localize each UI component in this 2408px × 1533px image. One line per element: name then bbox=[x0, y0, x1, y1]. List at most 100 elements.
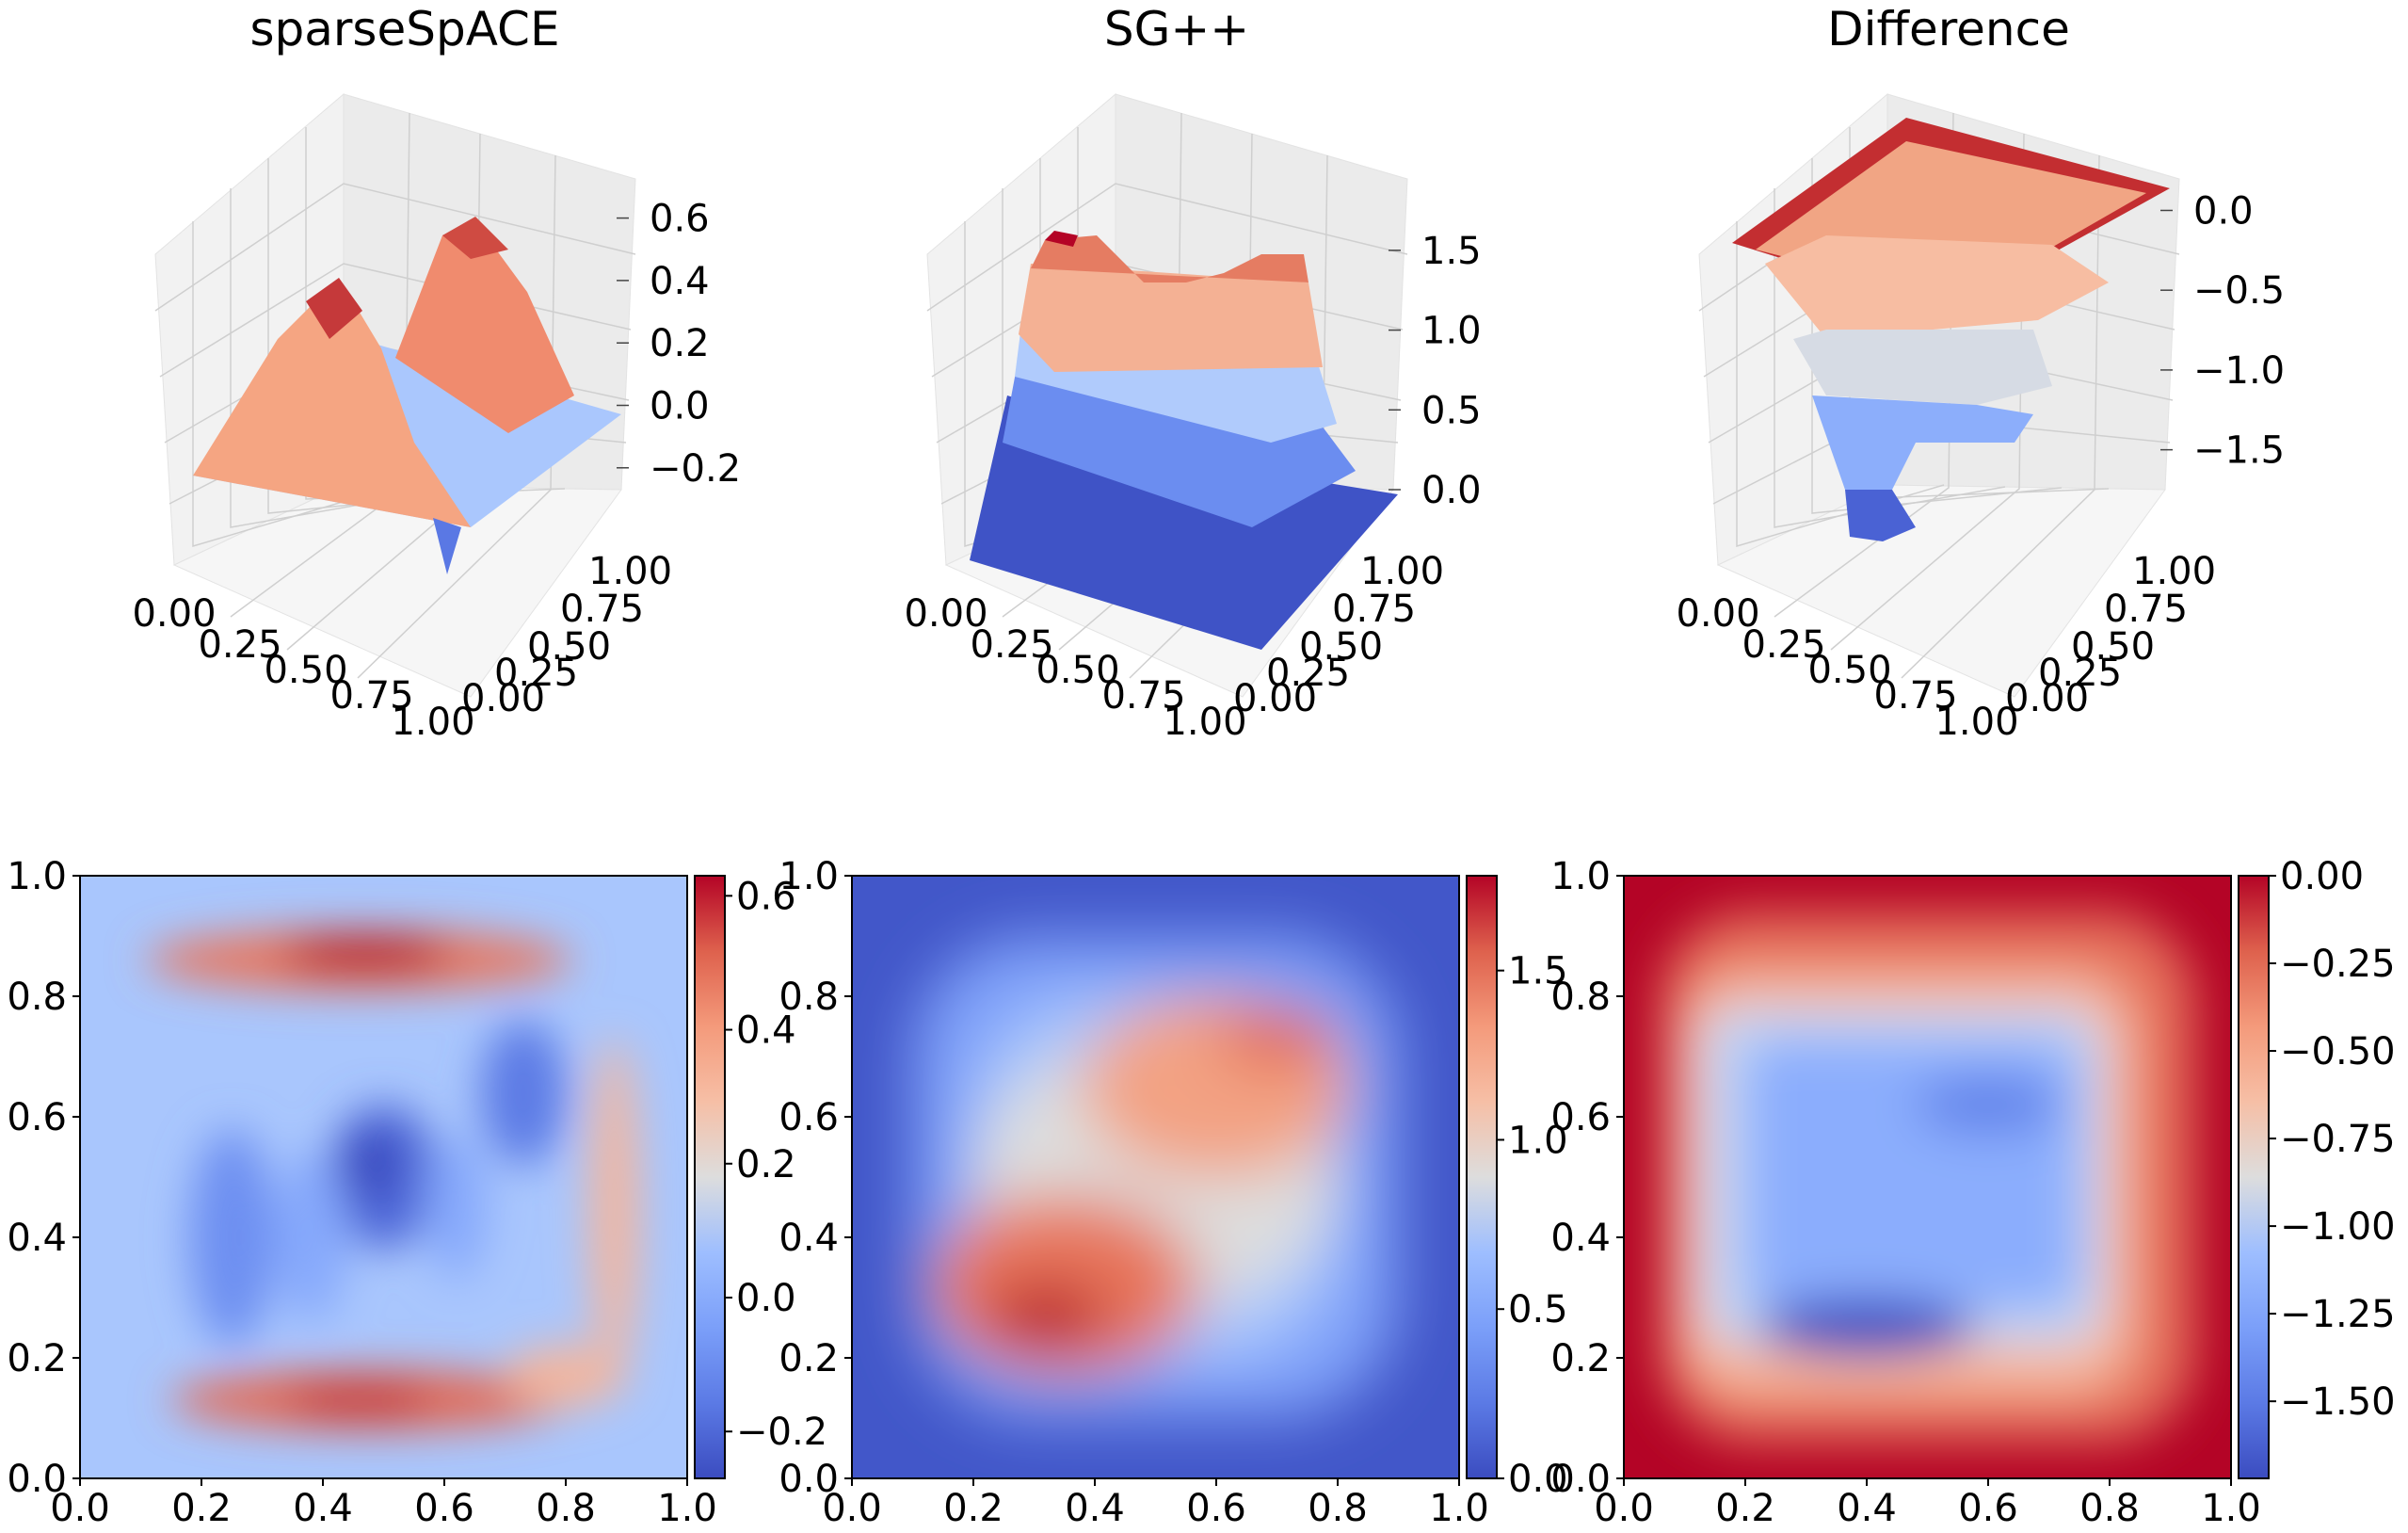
x-tick-label: 0.8 bbox=[2079, 1487, 2140, 1530]
x-tick-label: 0.00 bbox=[904, 592, 987, 636]
y-tick-label: 1.00 bbox=[1360, 550, 1444, 593]
surface-wall-mid bbox=[1793, 330, 2052, 405]
y-tick-label: 0.0 bbox=[1550, 1458, 1611, 1501]
y-tick-label: 1.0 bbox=[7, 855, 67, 898]
x-tick-label: 1.00 bbox=[1934, 701, 2018, 744]
colorbar-tick-label: 0.0 bbox=[1508, 1458, 1568, 1501]
colorbar-tick-label: 1.5 bbox=[1508, 950, 1568, 993]
heatmap-panel-sgpp bbox=[852, 876, 1459, 1478]
y-tick-label: 1.00 bbox=[588, 550, 672, 593]
surface-wall-low bbox=[1812, 395, 2033, 490]
x-tick-label: 0.75 bbox=[1873, 674, 1957, 718]
colorbar-tick-label: 0.4 bbox=[736, 1009, 796, 1053]
x-tick-label: 1.0 bbox=[657, 1487, 717, 1530]
colorbar-tick-label: 1.0 bbox=[1508, 1119, 1568, 1162]
colorbar bbox=[694, 875, 726, 1479]
surface-panel-sgpp: SG++ bbox=[926, 2, 1408, 698]
y-tick-label: 0.4 bbox=[7, 1217, 67, 1260]
y-tick-label: 0.00 bbox=[461, 677, 545, 720]
y-tick-label: 1.00 bbox=[2132, 550, 2216, 593]
heatmap-image bbox=[1624, 876, 2231, 1478]
surface bbox=[1732, 118, 2170, 541]
colorbar-tick-label: −0.2 bbox=[736, 1411, 827, 1454]
y-tick-label: 0.8 bbox=[779, 976, 839, 1019]
y-tick-label: 0.75 bbox=[2104, 588, 2188, 631]
surface-peak-right bbox=[395, 221, 574, 433]
surface bbox=[193, 217, 621, 574]
y-tick-label: 0.25 bbox=[2038, 652, 2122, 695]
x-tick-label: 0.50 bbox=[1807, 649, 1891, 692]
y-tick-label: 0.50 bbox=[527, 625, 611, 669]
y-tick-label: 0.6 bbox=[7, 1096, 67, 1139]
y-tick-label: 0.2 bbox=[779, 1337, 839, 1380]
y-tick-label: 0.00 bbox=[2005, 677, 2089, 720]
surface-panel-sparsespace: sparseSpACE bbox=[154, 2, 636, 698]
x-tick-label: 0.50 bbox=[264, 649, 347, 692]
heatmap-panel-sparsespace bbox=[80, 876, 687, 1478]
surface-peak-left-top bbox=[306, 278, 362, 339]
x-tick-label: 1.00 bbox=[1163, 701, 1246, 744]
colorbar-tick-label: −0.75 bbox=[2280, 1118, 2396, 1161]
x-tick-label: 0.4 bbox=[1065, 1487, 1125, 1530]
z-tick-label: −1.5 bbox=[2193, 429, 2285, 473]
surface-peak-left bbox=[193, 278, 471, 527]
surface bbox=[970, 231, 1398, 650]
colorbar-tick-label: −0.50 bbox=[2280, 1030, 2396, 1073]
z-tick-label: −0.2 bbox=[650, 447, 741, 491]
x-tick-label: 0.0 bbox=[50, 1487, 110, 1530]
surface-trough bbox=[1845, 490, 1916, 541]
x-tick-label: 0.2 bbox=[943, 1487, 1003, 1530]
z-tick-label: 0.0 bbox=[1421, 469, 1482, 512]
colorbar-tick-label: −1.25 bbox=[2280, 1293, 2396, 1336]
x-tick-label: 1.00 bbox=[391, 701, 474, 744]
colorbar-tick-label: 0.0 bbox=[736, 1277, 796, 1320]
y-tick-label: 0.50 bbox=[2071, 625, 2155, 669]
heatmap-image bbox=[852, 876, 1459, 1478]
x-tick-label: 0.25 bbox=[1742, 623, 1825, 667]
surface-panel-difference: Difference bbox=[1698, 2, 2180, 698]
x-tick-label: 0.2 bbox=[1715, 1487, 1775, 1530]
surface-upper bbox=[1019, 264, 1323, 372]
panel-title: SG++ bbox=[1104, 2, 1249, 56]
z-tick-label: 0.0 bbox=[650, 384, 710, 428]
y-tick-label: 0.2 bbox=[1550, 1337, 1611, 1380]
x-tick-label: 0.6 bbox=[1186, 1487, 1246, 1530]
x-tick-label: 0.00 bbox=[1676, 592, 1759, 636]
plot-frame bbox=[79, 875, 688, 1479]
z-tick-label: 1.0 bbox=[1421, 310, 1482, 353]
x-tick-label: 0.6 bbox=[414, 1487, 474, 1530]
x-tick-label: 0.8 bbox=[536, 1487, 596, 1530]
y-tick-label: 0.8 bbox=[1550, 976, 1611, 1019]
x-tick-label: 0.75 bbox=[1101, 674, 1185, 718]
heatmap-panel-difference bbox=[1624, 876, 2231, 1478]
x-tick-label: 0.25 bbox=[198, 623, 281, 667]
x-tick-label: 0.8 bbox=[1308, 1487, 1368, 1530]
colorbar bbox=[1466, 875, 1498, 1479]
x-tick-label: 0.0 bbox=[822, 1487, 882, 1530]
heatmap-image bbox=[80, 876, 687, 1478]
x-tick-label: 1.0 bbox=[1429, 1487, 1489, 1530]
z-tick-label: 0.2 bbox=[650, 322, 710, 365]
z-tick-label: 0.0 bbox=[2193, 189, 2254, 233]
colorbar-tick-label: 0.00 bbox=[2280, 855, 2364, 898]
z-tick-label: −0.5 bbox=[2193, 269, 2285, 313]
x-tick-label: 1.0 bbox=[2201, 1487, 2261, 1530]
y-tick-label: 0.2 bbox=[7, 1337, 67, 1380]
y-tick-label: 0.75 bbox=[1332, 588, 1416, 631]
y-tick-label: 1.0 bbox=[779, 855, 839, 898]
colorbar-tick-label: −1.00 bbox=[2280, 1205, 2396, 1249]
z-tick-label: 0.5 bbox=[1421, 389, 1482, 432]
colorbar-tick-label: −0.25 bbox=[2280, 943, 2396, 986]
x-tick-label: 0.6 bbox=[1958, 1487, 2018, 1530]
x-tick-label: 0.00 bbox=[132, 592, 216, 636]
surface-peak-right-top bbox=[442, 217, 508, 259]
y-tick-label: 0.4 bbox=[779, 1217, 839, 1260]
panel-title: sparseSpACE bbox=[249, 2, 559, 56]
colorbar bbox=[2238, 875, 2270, 1479]
axes-decorations: 0.000.250.500.751.000.000.250.500.751.00… bbox=[7, 189, 2395, 1530]
surface-peak-top bbox=[1045, 231, 1078, 247]
x-tick-label: 0.25 bbox=[970, 623, 1053, 667]
plot-frame bbox=[851, 875, 1460, 1479]
z-tick-label: 0.6 bbox=[650, 198, 710, 241]
